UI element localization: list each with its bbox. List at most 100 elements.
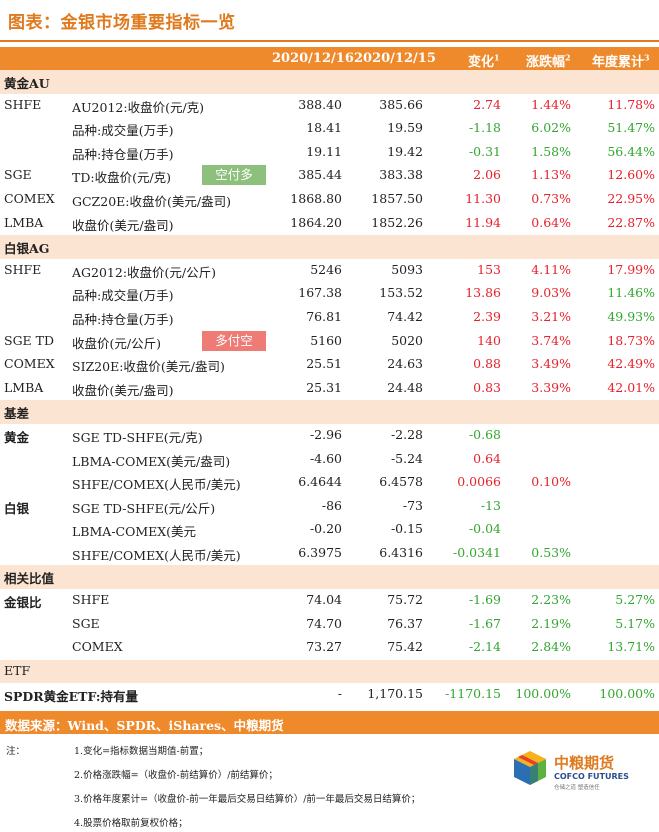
value-ytd: 100.00% (599, 686, 655, 702)
value-ytd: 42.01% (607, 379, 655, 395)
value-change: 0.0066 (457, 474, 501, 490)
value-date2: 383.38 (379, 167, 423, 183)
value-change: -0.31 (468, 143, 501, 159)
table-row: LBMA-COMEX(美元/盎司) -4.60 -5.24 0.64 (0, 448, 659, 472)
value-change: 2.39 (473, 308, 501, 324)
note-item: 3.价格年度累计=（收盘价-前一年最后交易日结算价）/前一年最后交易日结算价； (74, 794, 421, 805)
value-date2: 153.52 (379, 285, 423, 301)
note-item: 2.价格涨跌幅=（收盘价-前结算价）/前结算价； (74, 770, 278, 781)
value-change: 13.86 (465, 285, 501, 301)
header-date2: 2020/12/15 (354, 51, 436, 66)
note-item: 4.股票价格取前复权价格； (74, 818, 188, 829)
table-row: 品种:持仓量(万手) 19.11 19.42 -0.31 1.58% 56.44% (0, 141, 659, 165)
value-date2: -73 (402, 497, 423, 513)
value-date2: 75.42 (387, 639, 423, 655)
value-date2: 76.37 (387, 615, 423, 631)
row-item: SGE (72, 615, 100, 631)
table-row: LBMA-COMEX(美元 -0.20 -0.15 -0.04 (0, 518, 659, 542)
table-row: 白银 SGE TD-SHFE(元/公斤) -86 -73 -13 (0, 495, 659, 519)
row-group: SPDR黄金ETF:持有量 (4, 689, 139, 705)
row-item: 品种:持仓量(万手) (72, 146, 174, 162)
row-item: SGE TD-SHFE(元/克) (72, 429, 203, 445)
table-row: SHFE/COMEX(人民币/美元) 6.4644 6.4578 0.0066 0.10… (0, 471, 659, 495)
value-date1: 76.81 (306, 308, 342, 324)
value-date1: 1864.20 (290, 214, 342, 230)
value-date2: 24.48 (387, 379, 423, 395)
source-bar: 数据来源：Wind、SPDR、iShares、中粮期货 (0, 711, 659, 734)
value-ytd: 18.73% (607, 332, 655, 348)
header-ytd: 年度累计3 (592, 52, 650, 70)
value-date2: 24.63 (387, 356, 423, 372)
value-ytd: 13.71% (607, 639, 655, 655)
value-pct: 3.39% (531, 379, 571, 395)
row-item: 品种:持仓量(万手) (72, 311, 174, 327)
value-change: -2.14 (468, 639, 501, 655)
value-pct: 0.53% (531, 544, 571, 560)
value-date2: -2.28 (390, 426, 423, 442)
value-change: -1170.15 (445, 686, 501, 702)
value-pct: 3.21% (531, 308, 571, 324)
value-change: -0.0341 (453, 544, 501, 560)
header-pct: 涨跌幅2 (526, 52, 571, 70)
value-date1: 25.51 (306, 356, 342, 372)
value-ytd: 42.49% (607, 356, 655, 372)
section-row: 黄金AU (0, 70, 659, 94)
section-row: 白银AG (0, 235, 659, 259)
table-row: 黄金 SGE TD-SHFE(元/克) -2.96 -2.28 -0.68 (0, 424, 659, 448)
value-date1: 18.41 (306, 120, 342, 136)
value-change: 0.64 (473, 450, 501, 466)
row-group: 黄金 (4, 429, 30, 445)
value-change: 11.94 (465, 214, 501, 230)
value-date2: 5093 (391, 261, 423, 277)
value-date2: 1,170.15 (367, 686, 423, 702)
row-group: SHFE (4, 261, 42, 277)
value-date2: 1857.50 (371, 190, 423, 206)
table-header: 2020/12/16 2020/12/15 变化1 涨跌幅2 年度累计3 (0, 47, 659, 70)
row-group: SGE (4, 167, 32, 183)
row-item: LBMA-COMEX(美元/盎司) (72, 453, 231, 469)
value-date1: 1868.80 (290, 190, 342, 206)
row-group: SHFE (4, 96, 42, 112)
row-item: 品种:成交量(万手) (72, 288, 174, 304)
value-date1: 74.70 (306, 615, 342, 631)
row-item: SGE TD-SHFE(元/公斤) (72, 500, 216, 516)
value-ytd: 17.99% (607, 261, 655, 277)
value-date2: 385.66 (379, 96, 423, 112)
row-group: 白银AG (4, 241, 50, 257)
value-pct: 1.13% (531, 167, 571, 183)
value-date2: 74.42 (387, 308, 423, 324)
row-item: SHFE (72, 592, 110, 608)
row-group: 黄金AU (4, 76, 50, 91)
value-pct: 4.11% (531, 261, 571, 277)
table-row: COMEX GCZ20E:收盘价(美元/盎司) 1868.80 1857.50 11.3… (0, 188, 659, 212)
value-date2: -0.15 (390, 521, 423, 537)
value-date2: 19.59 (387, 120, 423, 136)
row-item: GCZ20E:收盘价(美元/盎司) (72, 193, 231, 209)
value-change: 2.74 (473, 96, 501, 112)
company-logo: 中粮期货 COFCO FUTURES 仓储之道 塑造信任 (510, 748, 650, 800)
row-group: COMEX (4, 356, 55, 372)
row-group: 基差 (4, 406, 30, 422)
value-date1: -4.60 (309, 450, 342, 466)
value-date1: 73.27 (306, 639, 342, 655)
value-change: -1.69 (468, 592, 501, 608)
table-row: SHFE AG2012:收盘价(元/公斤) 5246 5093 153 4.11% 17.9… (0, 259, 659, 283)
value-date1: 5160 (310, 332, 342, 348)
table-row: 品种:成交量(万手) 167.38 153.52 13.86 9.03% 11.46% (0, 282, 659, 306)
value-ytd: 11.78% (607, 96, 655, 112)
table-row: 金银比 SHFE 74.04 75.72 -1.69 2.23% 5.27% (0, 589, 659, 613)
value-date1: 6.4644 (298, 474, 342, 490)
value-pct: 3.74% (531, 332, 571, 348)
table-row: SGE TD 收盘价(元/公斤) 5160 5020 140 3.74% 18.73% 多付空 (0, 330, 659, 354)
value-ytd: 49.93% (607, 308, 655, 324)
value-change: 2.06 (473, 167, 501, 183)
value-date1: - (337, 686, 342, 702)
page-title: 图表：金银市场重要指标一览 (8, 13, 236, 33)
section-row: 相关比值 (0, 565, 659, 590)
value-change: -0.04 (468, 521, 501, 537)
row-item: COMEX (72, 639, 123, 655)
value-change: 0.88 (473, 356, 501, 372)
value-change: 0.83 (473, 379, 501, 395)
value-pct: 0.73% (531, 190, 571, 206)
row-group: COMEX (4, 190, 55, 206)
